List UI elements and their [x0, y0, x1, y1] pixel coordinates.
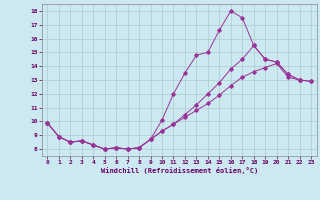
X-axis label: Windchill (Refroidissement éolien,°C): Windchill (Refroidissement éolien,°C): [100, 167, 258, 174]
